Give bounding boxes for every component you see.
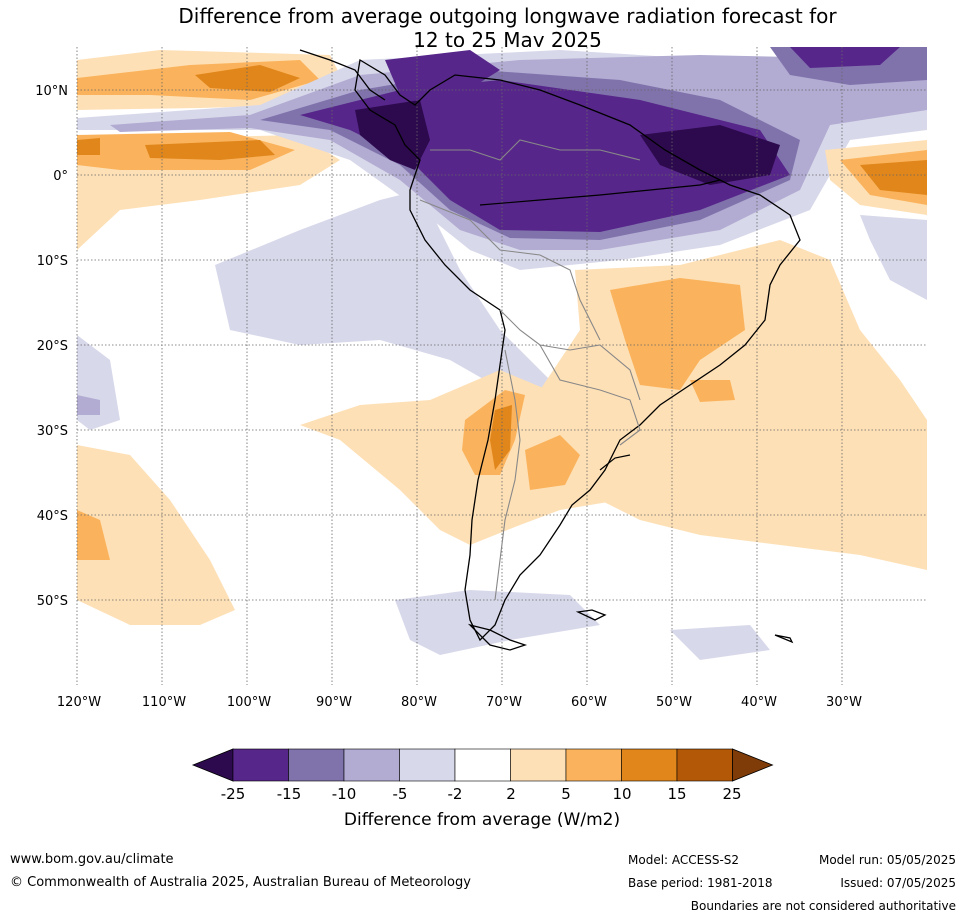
north-pacific-core <box>790 47 900 68</box>
colorbar-tick: -25 <box>221 785 246 803</box>
colorbar-arrow-min <box>191 748 234 782</box>
graticule <box>76 47 927 685</box>
lat-label: 40°S <box>37 509 68 524</box>
colorbar-tick: -10 <box>332 785 357 803</box>
colorbar-title: Difference from average (W/m2) <box>344 810 620 830</box>
pacific-core-positive <box>195 65 300 92</box>
southwest-pacific-strong <box>77 510 110 560</box>
colorbar-arrow-max <box>732 748 774 782</box>
colorbar-tick: -15 <box>277 785 302 803</box>
colorbar-tick: -2 <box>448 785 463 803</box>
lon-label: 30°W <box>826 695 862 710</box>
west-edge-negative-2 <box>77 395 100 415</box>
colorbar-tick-labels: -25 -15 -10 -5 -2 2 5 10 15 25 <box>221 785 742 803</box>
south-america-coastline <box>354 58 801 642</box>
lon-label: 90°W <box>316 695 352 710</box>
lon-label: 120°W <box>57 695 101 710</box>
colorbar-tick: -5 <box>393 785 408 803</box>
colorbar-swatch <box>232 748 289 782</box>
lon-label: 60°W <box>571 695 607 710</box>
tierra-del-fuego <box>467 623 528 651</box>
amazon-river <box>479 179 721 206</box>
brazil-strong-positive <box>610 278 745 390</box>
pacific-core-positive-3 <box>145 140 275 160</box>
map-title: Difference from average outgoing longwav… <box>0 4 965 52</box>
lon-label: 70°W <box>486 695 522 710</box>
lon-label: 100°W <box>227 695 271 710</box>
colorbar-tick: 25 <box>722 785 741 803</box>
footer-model: Model: ACCESS-S2 <box>628 853 740 867</box>
lat-label: 30°S <box>37 424 68 439</box>
lat-label: 20°S <box>37 339 68 354</box>
title-line-1: Difference from average outgoing longwav… <box>178 4 837 28</box>
east-atlantic-negative <box>860 215 927 300</box>
footer-boundaries: Boundaries are not considered authoritat… <box>690 899 956 913</box>
footer-copyright: © Commonwealth of Australia 2025, Austra… <box>10 875 471 890</box>
lon-label: 40°W <box>741 695 777 710</box>
southern-negative <box>395 590 600 655</box>
colorbar-swatch <box>510 748 567 782</box>
east-pacific-negative <box>215 190 560 400</box>
colorbar-swatch <box>565 748 622 782</box>
lon-label: 50°W <box>656 695 692 710</box>
falkland-islands <box>575 609 607 621</box>
lat-label: 10°S <box>37 254 68 269</box>
footer-base-period: Base period: 1981-2018 <box>628 876 773 890</box>
central-america-coastline <box>299 49 386 101</box>
argentina-strong-positive-2 <box>525 435 580 490</box>
atlantic-core <box>640 125 780 185</box>
lat-label: 0° <box>53 169 68 184</box>
colombia-core <box>355 100 430 170</box>
colorbar-swatch <box>343 748 400 782</box>
colorbar-swatch <box>676 748 733 782</box>
country-borders <box>419 139 641 601</box>
colorbar-swatch <box>621 748 678 782</box>
colorbar-swatch <box>288 748 345 782</box>
argentina-core <box>490 405 512 470</box>
southwest-pacific-positive <box>77 445 235 625</box>
colorbar-tick: 10 <box>612 785 631 803</box>
colorbar <box>191 748 774 782</box>
rio-de-la-plata <box>599 454 631 471</box>
colorbar-tick: 15 <box>667 785 686 803</box>
lon-label: 110°W <box>142 695 186 710</box>
latitude-labels: 10°N 0° 10°S 20°S 30°S 40°S 50°S <box>35 84 68 609</box>
lon-label: 80°W <box>401 695 437 710</box>
south-georgia <box>774 634 794 644</box>
longitude-labels: 120°W 110°W 100°W 90°W 80°W 70°W 60°W 50… <box>57 695 862 710</box>
colorbar-tick: 2 <box>506 785 516 803</box>
lat-label: 10°N <box>35 84 68 99</box>
footer-issued: Issued: 07/05/2025 <box>840 876 956 890</box>
colorbar-swatch <box>454 748 511 782</box>
pacific-core-positive-2 <box>77 138 100 155</box>
colorbar-tick: 5 <box>561 785 571 803</box>
brazil-east-positive <box>690 380 735 402</box>
lat-label: 50°S <box>37 594 68 609</box>
northern-enhanced-convection <box>385 50 500 95</box>
south-atlantic-negative <box>670 625 770 660</box>
footer-url[interactable]: www.bom.gov.au/climate <box>10 852 174 867</box>
colorbar-swatch <box>399 748 456 782</box>
east-atlantic-core <box>860 160 927 195</box>
footer-model-run: Model run: 05/05/2025 <box>818 853 956 867</box>
